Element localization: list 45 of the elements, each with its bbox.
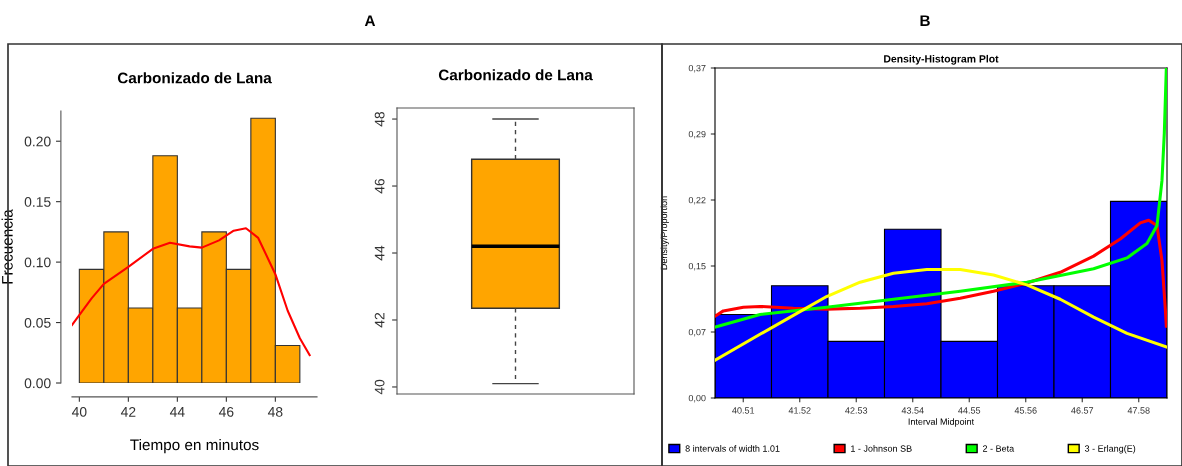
chart-title: Density-Histogram Plot: [884, 54, 999, 65]
y-tick-label: 40: [374, 379, 385, 395]
y-tick-label: 0,07: [688, 328, 706, 337]
x-tick-label: 46.57: [1071, 407, 1094, 414]
text: A: [364, 15, 376, 26]
y-tick-label: 0.20: [24, 136, 51, 147]
y-tick-label: 0.10: [24, 257, 51, 268]
x-tick-label: 41.52: [788, 407, 811, 414]
y-tick-label: 0.15: [24, 197, 51, 207]
chart-title: Carbonizado de Lana: [438, 69, 593, 81]
legend-label: 2 - Beta: [982, 445, 1015, 452]
legend-label: 8 intervals of width 1.01: [685, 445, 780, 452]
y-tick-label: 42: [374, 312, 385, 328]
x-tick-label: 44.55: [958, 407, 981, 414]
y-tick-label: 44: [374, 245, 385, 261]
x-axis-title: Interval Midpoint: [908, 418, 975, 427]
y-tick-label: 48: [374, 111, 385, 127]
y-tick-label: 0.05: [24, 317, 51, 328]
legend-label: 1 - Johnson SB: [851, 445, 912, 452]
x-tick-label: 40.51: [732, 407, 755, 414]
x-tick-label: 48: [267, 406, 283, 417]
y-tick-label: 0,29: [688, 130, 706, 139]
legend-label: 3 - Erlang(E): [1084, 445, 1136, 454]
y-axis-title: Frecuencia: [1, 209, 13, 284]
x-tick-label: 42.53: [845, 407, 868, 414]
y-tick-label: 0,00: [688, 394, 706, 403]
text: B: [920, 15, 930, 26]
y-axis-title: Density/Proportion: [660, 196, 669, 270]
x-tick-label: 45.56: [1014, 407, 1037, 414]
x-axis-title: Tiempo en minutos: [130, 439, 259, 454]
y-tick-label: 0,15: [688, 262, 706, 271]
x-tick-label: 46: [218, 406, 234, 417]
x-tick-label: 43.54: [901, 407, 924, 414]
line-series: [72, 227, 311, 357]
x-tick-label: 42: [120, 406, 136, 417]
x-tick-label: 40: [71, 406, 87, 417]
chart-title: Carbonizado de Lana: [117, 72, 272, 84]
y-tick-label: 0,37: [688, 64, 706, 73]
x-tick-label: 44: [169, 407, 185, 417]
line-series: [715, 218, 1167, 328]
line-series: [715, 268, 1167, 362]
x-tick-label: 47.58: [1127, 407, 1150, 414]
y-tick-label: 46: [374, 178, 385, 194]
y-tick-label: 0.00: [24, 378, 51, 389]
y-tick-label: 0,22: [688, 196, 706, 205]
